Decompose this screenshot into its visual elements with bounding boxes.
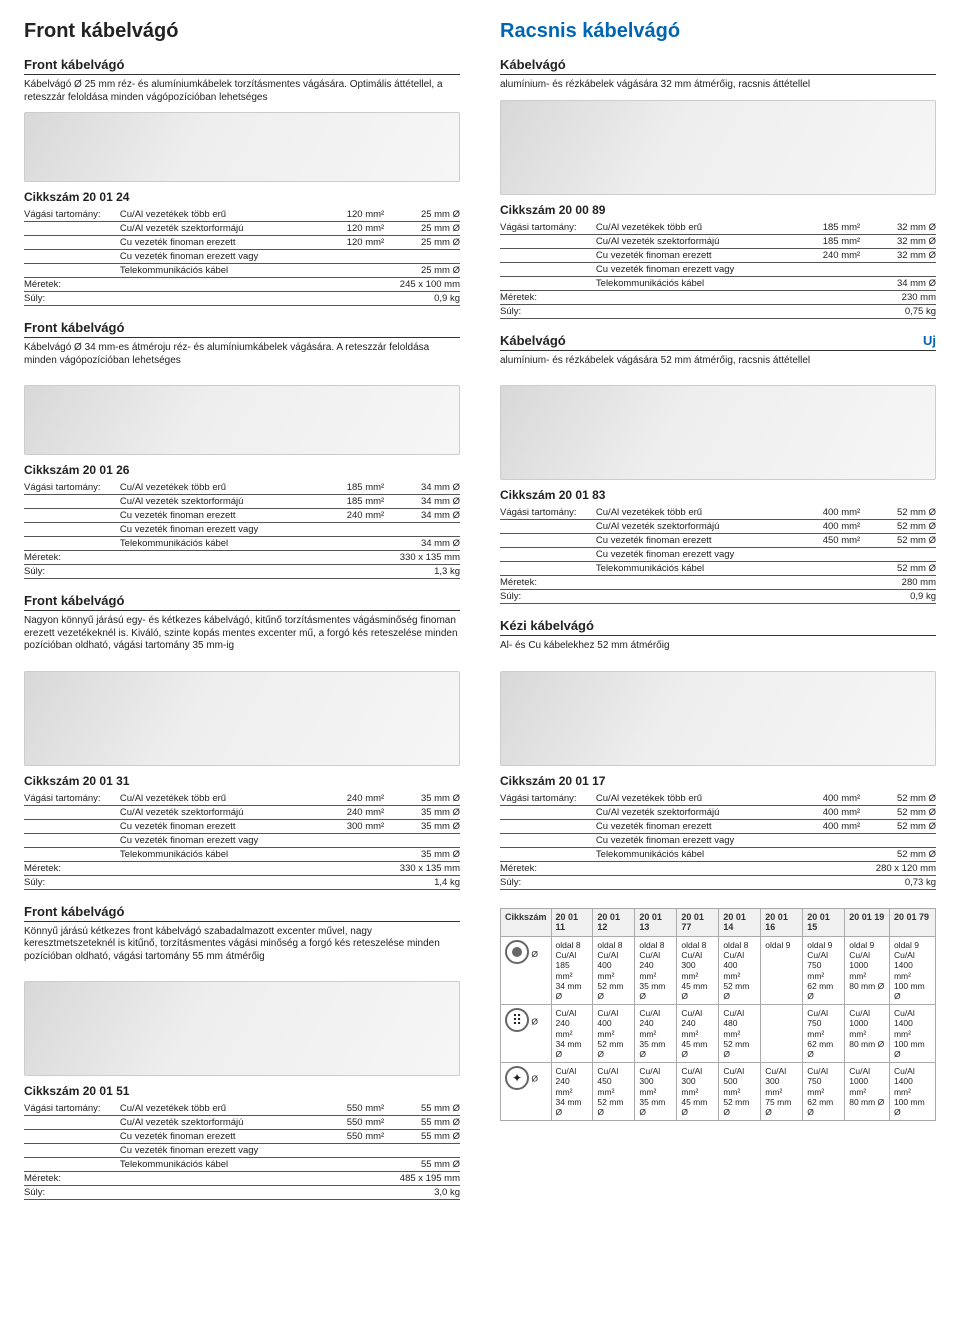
sub-body: Kábelvágó Ø 34 mm-es átméroju réz- és al…: [24, 342, 460, 367]
table-cell: Cu/Al1400 mm²100 mm Ø: [889, 1005, 935, 1063]
label: Cikkszám: [24, 190, 79, 204]
product-image: [500, 385, 936, 480]
product-block: Front kábelvágó Kábelvágó Ø 25 mm réz- é…: [24, 57, 460, 367]
table-row: ⠿ ØCu/Al240 mm²34 mm ØCu/Al400 mm²52 mm …: [501, 1005, 936, 1063]
table-cell: Cu/Al240 mm²45 mm Ø: [677, 1005, 719, 1063]
product-block: Cikkszám 20 01 31 Vágási tartomány:Cu/Al…: [24, 774, 460, 964]
spec-table: Vágási tartomány:Cu/Al vezetékek több er…: [24, 481, 460, 579]
table-cell: oldal 8Cu/Al300 mm²45 mm Ø: [677, 937, 719, 1005]
page-title-left: Front kábelvágó: [24, 20, 460, 43]
table-cell: [761, 1005, 803, 1063]
table-header-row: Cikkszám 20 01 1120 01 1220 01 13 20 01 …: [501, 908, 936, 937]
block-title: Front kábelvágó: [24, 57, 124, 72]
product-block: Cikkszám 20 01 83 Vágási tartomány:Cu/Al…: [500, 488, 936, 653]
table-cell: Cu/Al1000 mm²80 mm Ø: [845, 1063, 890, 1121]
table-cell: Cu/Al300 mm²35 mm Ø: [635, 1063, 677, 1121]
table-cell: Cu/Al240 mm²34 mm Ø: [551, 1063, 593, 1121]
table-cell: Cu/Al500 mm²52 mm Ø: [719, 1063, 761, 1121]
page-title-right: Racsnis kábelvágó: [500, 20, 936, 43]
spec-table: Vágási tartomány:Cu/Al vezetékek több er…: [24, 792, 460, 890]
table-cell: oldal 8Cu/Al185 mm²34 mm Ø: [551, 937, 593, 1005]
table-cell: Cu/Al1000 mm²80 mm Ø: [845, 1005, 890, 1063]
product-block: Cikkszám 20 01 26 Vágási tartomány:Cu/Al…: [24, 463, 460, 653]
product-block: Cikkszám 20 01 17 Vágási tartomány:Cu/Al…: [500, 774, 936, 890]
spec-table: Vágási tartomány:Cu/Al vezetékek több er…: [500, 506, 936, 604]
table-cell: Cu/Al750 mm²62 mm Ø: [803, 1063, 845, 1121]
new-badge: Uj: [923, 333, 936, 348]
table-cell: Cu/Al300 mm²45 mm Ø: [677, 1063, 719, 1121]
table-row: Øoldal 8Cu/Al185 mm²34 mm Øoldal 8Cu/Al4…: [501, 937, 936, 1005]
cable-type-icon: ⠿ Ø: [501, 1005, 552, 1063]
cikk-value: 20 01 24: [83, 190, 130, 204]
table-cell: Cu/Al400 mm²52 mm Ø: [593, 1005, 635, 1063]
product-image: [500, 100, 936, 195]
table-cell: oldal 9Cu/Al750 mm²62 mm Ø: [803, 937, 845, 1005]
product-image: [24, 385, 460, 455]
table-cell: Cu/Al240 mm²35 mm Ø: [635, 1005, 677, 1063]
table-row: ✦ ØCu/Al240 mm²34 mm ØCu/Al450 mm²52 mm …: [501, 1063, 936, 1121]
product-image: [24, 981, 460, 1076]
product-image: [24, 112, 460, 182]
spec-table: Vágási tartomány:Cu/Al vezetékek több er…: [500, 221, 936, 319]
product-block: Cikkszám 20 01 51 Vágási tartomány:Cu/Al…: [24, 1084, 460, 1200]
cable-type-icon: Ø: [501, 937, 552, 1005]
sub-title: Front kábelvágó: [24, 320, 124, 335]
product-image: [24, 671, 460, 766]
table-cell: oldal 9Cu/Al1000 mm²80 mm Ø: [845, 937, 890, 1005]
comparison-table: Cikkszám 20 01 1120 01 1220 01 13 20 01 …: [500, 908, 936, 1122]
table-cell: oldal 8Cu/Al240 mm²35 mm Ø: [635, 937, 677, 1005]
product-block: Kábelvágó alumínium- és rézkábelek vágás…: [500, 57, 936, 367]
table-cell: Cu/Al240 mm²34 mm Ø: [551, 1005, 593, 1063]
table-cell: oldal 8Cu/Al400 mm²52 mm Ø: [719, 937, 761, 1005]
table-cell: oldal 8Cu/Al400 mm²52 mm Ø: [593, 937, 635, 1005]
spec-table: Vágási tartomány:Cu/Al vezetékek több er…: [24, 208, 460, 306]
table-cell: oldal 9Cu/Al1400 mm²100 mm Ø: [889, 937, 935, 1005]
cable-type-icon: ✦ Ø: [501, 1063, 552, 1121]
table-cell: Cu/Al750 mm²62 mm Ø: [803, 1005, 845, 1063]
table-cell: Cu/Al1400 mm²100 mm Ø: [889, 1063, 935, 1121]
spec-table: Vágási tartomány:Cu/Al vezetékek több er…: [24, 1102, 460, 1200]
table-cell: Cu/Al480 mm²52 mm Ø: [719, 1005, 761, 1063]
product-image: [500, 671, 936, 766]
table-cell: Cu/Al300 mm²75 mm Ø: [761, 1063, 803, 1121]
table-cell: oldal 9: [761, 937, 803, 1005]
table-cell: Cu/Al450 mm²52 mm Ø: [593, 1063, 635, 1121]
spec-table: Vágási tartomány:Cu/Al vezetékek több er…: [500, 792, 936, 890]
block-body: Kábelvágó Ø 25 mm réz- és alumíniumkábel…: [24, 79, 460, 104]
